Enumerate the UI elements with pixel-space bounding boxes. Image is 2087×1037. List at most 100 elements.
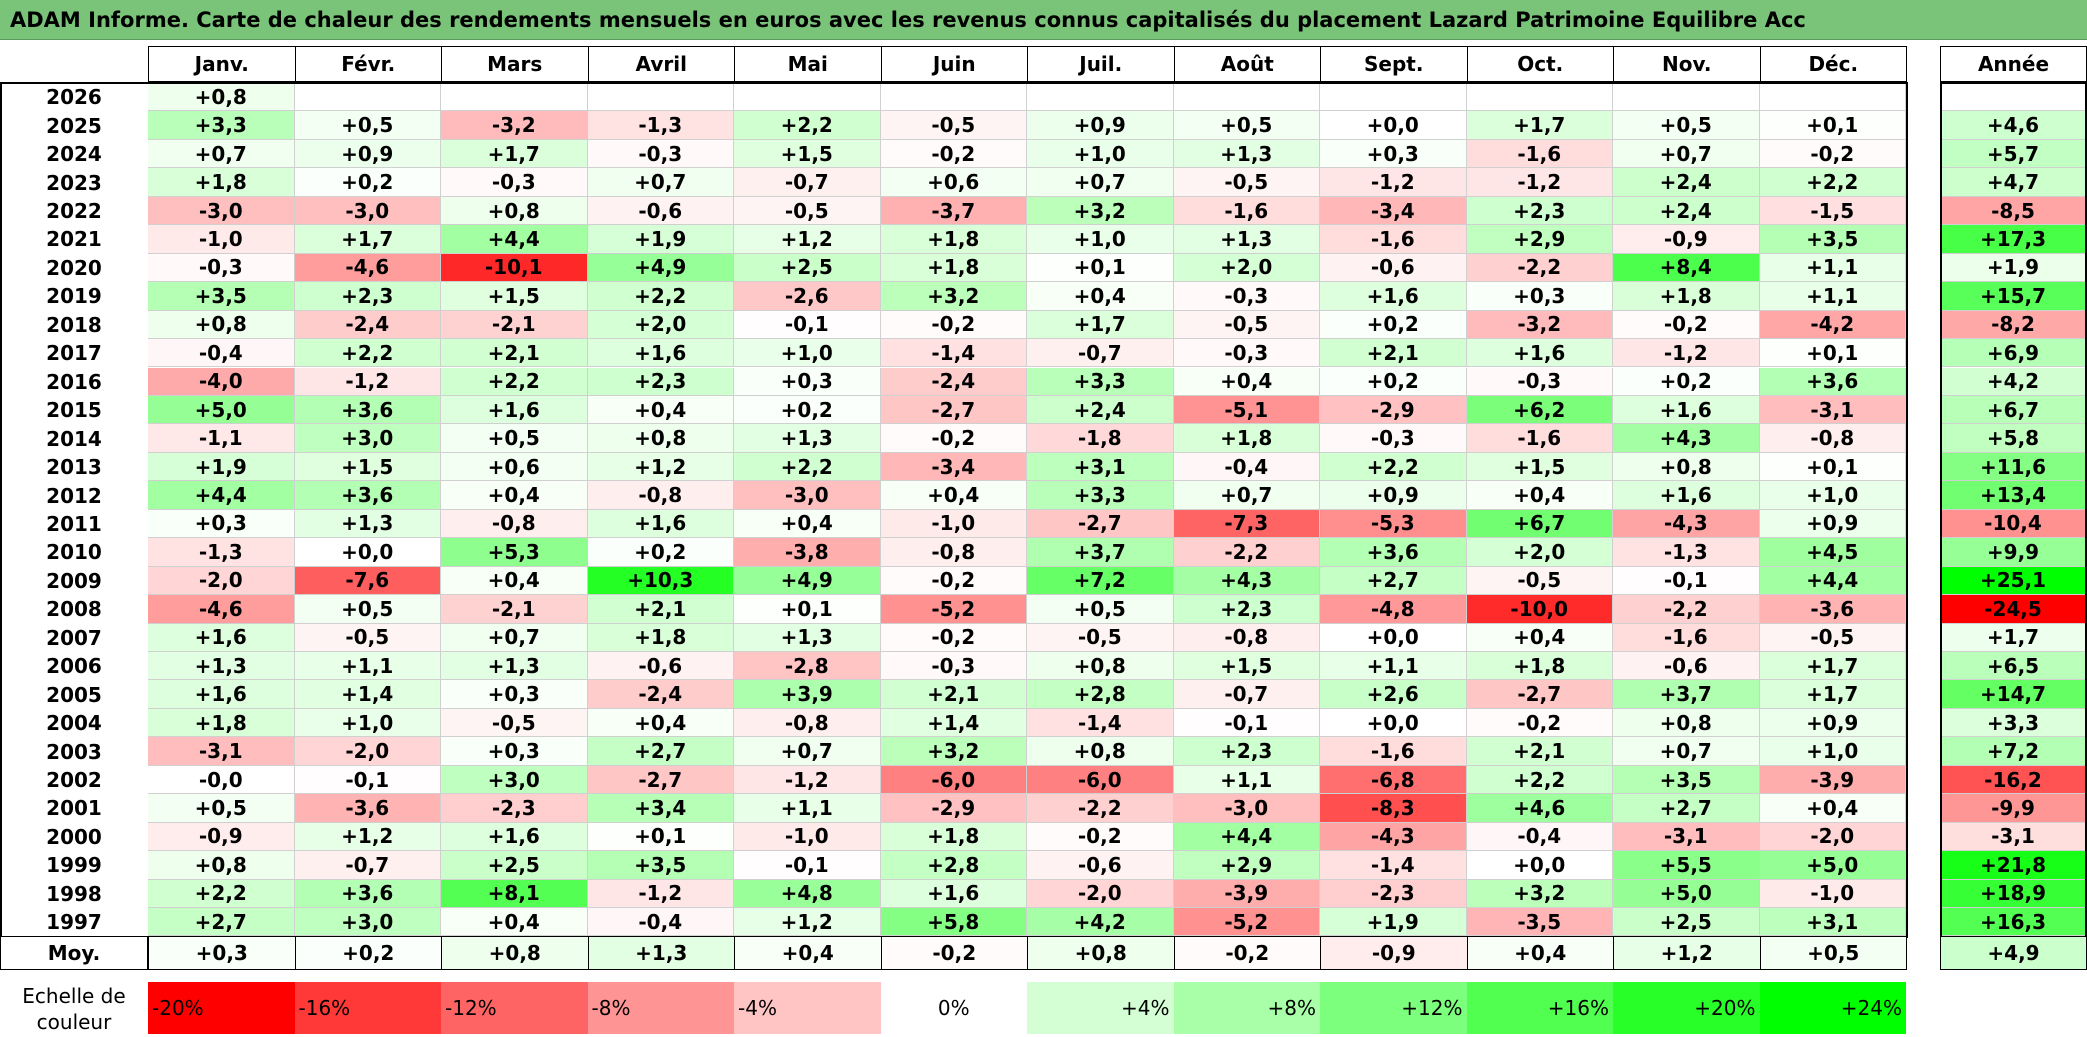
heatmap-cell: -0,8 bbox=[734, 708, 881, 738]
heatmap-cell: -0,6 bbox=[1613, 652, 1760, 681]
heatmap-cell: -6,0 bbox=[1027, 765, 1174, 795]
heatmap-cell: -2,4 bbox=[294, 310, 441, 340]
annual-cell: +15,7 bbox=[1940, 282, 2087, 311]
year-label: 1998 bbox=[46, 881, 102, 906]
heatmap-cell: -3,1 bbox=[148, 737, 295, 766]
heatmap-cell: -1,4 bbox=[1320, 851, 1467, 880]
heatmap-cell: +3,6 bbox=[1759, 367, 1906, 396]
scale-step: +4% bbox=[1027, 982, 1174, 1034]
heatmap-cell: +2,4 bbox=[1027, 395, 1174, 425]
heatmap-cell: -0,3 bbox=[441, 168, 588, 197]
heatmap-cell: +2,9 bbox=[1466, 225, 1613, 254]
heatmap-cell: -0,1 bbox=[734, 310, 881, 340]
heatmap-cell: +1,2 bbox=[734, 225, 881, 254]
annual-cell: -24,5 bbox=[1940, 595, 2087, 624]
heatmap-cell: +0,5 bbox=[1613, 111, 1760, 140]
heatmap-cell: -2,8 bbox=[734, 652, 881, 681]
heatmap-cell: +3,2 bbox=[1027, 196, 1174, 226]
heatmap-cell: -1,6 bbox=[1466, 139, 1613, 169]
heatmap-cell: +1,5 bbox=[1466, 452, 1613, 482]
heatmap-cell: +2,2 bbox=[294, 339, 441, 368]
heatmap-cell: +2,6 bbox=[1320, 680, 1467, 709]
heatmap-cell: -2,7 bbox=[1027, 509, 1174, 539]
heatmap-cell: +0,1 bbox=[1027, 253, 1174, 283]
heatmap-cell: +1,3 bbox=[1173, 139, 1320, 169]
heatmap-cell: +2,4 bbox=[1613, 196, 1760, 226]
heatmap-cell: +4,3 bbox=[1613, 424, 1760, 453]
scale-label: Echelle de couleur bbox=[0, 980, 148, 1037]
heatmap-cell: -2,2 bbox=[1173, 538, 1320, 567]
heatmap-cell: -2,3 bbox=[1320, 879, 1467, 909]
heatmap-cell: +1,3 bbox=[1173, 225, 1320, 254]
heatmap-cell: -0,6 bbox=[587, 652, 734, 681]
heatmap-cell: +0,4 bbox=[1466, 481, 1613, 510]
heatmap-cell: -0,5 bbox=[1759, 623, 1906, 652]
heatmap-cell: +2,7 bbox=[1613, 794, 1760, 823]
heatmap-cell: -1,2 bbox=[294, 367, 441, 396]
heatmap-cell: +3,6 bbox=[294, 481, 441, 510]
heatmap-cell: +0,9 bbox=[1759, 708, 1906, 738]
heatmap-cell: +0,3 bbox=[734, 367, 881, 396]
annual-cell: +1,7 bbox=[1940, 623, 2087, 652]
heatmap-cell: +2,2 bbox=[587, 282, 734, 311]
heatmap-cell: +5,0 bbox=[1613, 879, 1760, 909]
annual-cell: +13,4 bbox=[1940, 481, 2087, 510]
year-label: 2020 bbox=[46, 255, 102, 280]
heatmap-cell: +1,1 bbox=[734, 794, 881, 823]
heatmap-cell: -1,2 bbox=[587, 879, 734, 909]
year-label: 1999 bbox=[46, 853, 102, 878]
heatmap-cell: -3,4 bbox=[880, 452, 1027, 482]
heatmap-cell: +1,8 bbox=[1466, 652, 1613, 681]
heatmap-cell: +1,6 bbox=[441, 822, 588, 852]
heatmap-cell: +1,0 bbox=[1759, 737, 1906, 766]
average-cell: -0,2 bbox=[880, 936, 1028, 970]
heatmap-cell: +0,7 bbox=[1613, 737, 1760, 766]
heatmap-cell: +0,5 bbox=[1027, 595, 1174, 624]
month-header: Sept. bbox=[1320, 46, 1468, 82]
heatmap-cell: +1,7 bbox=[1759, 680, 1906, 709]
heatmap-cell: +4,2 bbox=[1027, 908, 1174, 937]
heatmap-cell: -0,4 bbox=[1173, 452, 1320, 482]
heatmap-cell: -3,0 bbox=[294, 196, 441, 226]
heatmap-cell: +0,4 bbox=[1466, 623, 1613, 652]
heatmap-cell: +0,2 bbox=[1320, 310, 1467, 340]
heatmap-cell: +0,9 bbox=[1027, 111, 1174, 140]
heatmap-cell: -0,8 bbox=[880, 538, 1027, 567]
heatmap-cell: +1,7 bbox=[1759, 652, 1906, 681]
scale-label-line1: Echelle de bbox=[22, 983, 126, 1008]
annual-cell bbox=[1940, 83, 2087, 112]
heatmap-cell: +1,6 bbox=[1320, 282, 1467, 311]
heatmap-cell: +1,8 bbox=[880, 225, 1027, 254]
heatmap-cell: +0,5 bbox=[294, 595, 441, 624]
annual-cell: +17,3 bbox=[1940, 225, 2087, 254]
heatmap-cell: +3,1 bbox=[1027, 452, 1174, 482]
heatmap-cell: -5,1 bbox=[1173, 395, 1320, 425]
heatmap-cell: -2,2 bbox=[1466, 253, 1613, 283]
heatmap-cell: +2,3 bbox=[1173, 737, 1320, 766]
heatmap-cell bbox=[1466, 83, 1613, 112]
year-label: 2011 bbox=[46, 511, 102, 536]
heatmap-cell: +10,3 bbox=[587, 566, 734, 596]
heatmap-cell: +1,5 bbox=[294, 452, 441, 482]
heatmap-cell: +3,9 bbox=[734, 680, 881, 709]
heatmap-cell: +4,6 bbox=[1466, 794, 1613, 823]
heatmap-cell: +3,6 bbox=[294, 395, 441, 425]
year-label: 2015 bbox=[46, 398, 102, 423]
heatmap-cell: +5,3 bbox=[441, 538, 588, 567]
heatmap-cell: -0,3 bbox=[1466, 367, 1613, 396]
heatmap-cell: +1,0 bbox=[1027, 225, 1174, 254]
annual-cell: +4,6 bbox=[1940, 111, 2087, 140]
heatmap-cell: -3,2 bbox=[1466, 310, 1613, 340]
heatmap-cell: +3,7 bbox=[1613, 680, 1760, 709]
year-label: 1997 bbox=[46, 910, 102, 935]
heatmap-cell: +0,2 bbox=[587, 538, 734, 567]
heatmap-cell: -4,6 bbox=[148, 595, 295, 624]
heatmap-cell: -2,0 bbox=[1027, 879, 1174, 909]
heatmap-cell: +6,2 bbox=[1466, 395, 1613, 425]
heatmap-cell: +1,8 bbox=[880, 822, 1027, 852]
heatmap-cell: +1,6 bbox=[587, 509, 734, 539]
heatmap-cell: -0,7 bbox=[294, 851, 441, 880]
scale-step: -8% bbox=[587, 982, 734, 1034]
month-header: Juin bbox=[880, 46, 1028, 82]
heatmap-cell: -0,5 bbox=[1466, 566, 1613, 596]
